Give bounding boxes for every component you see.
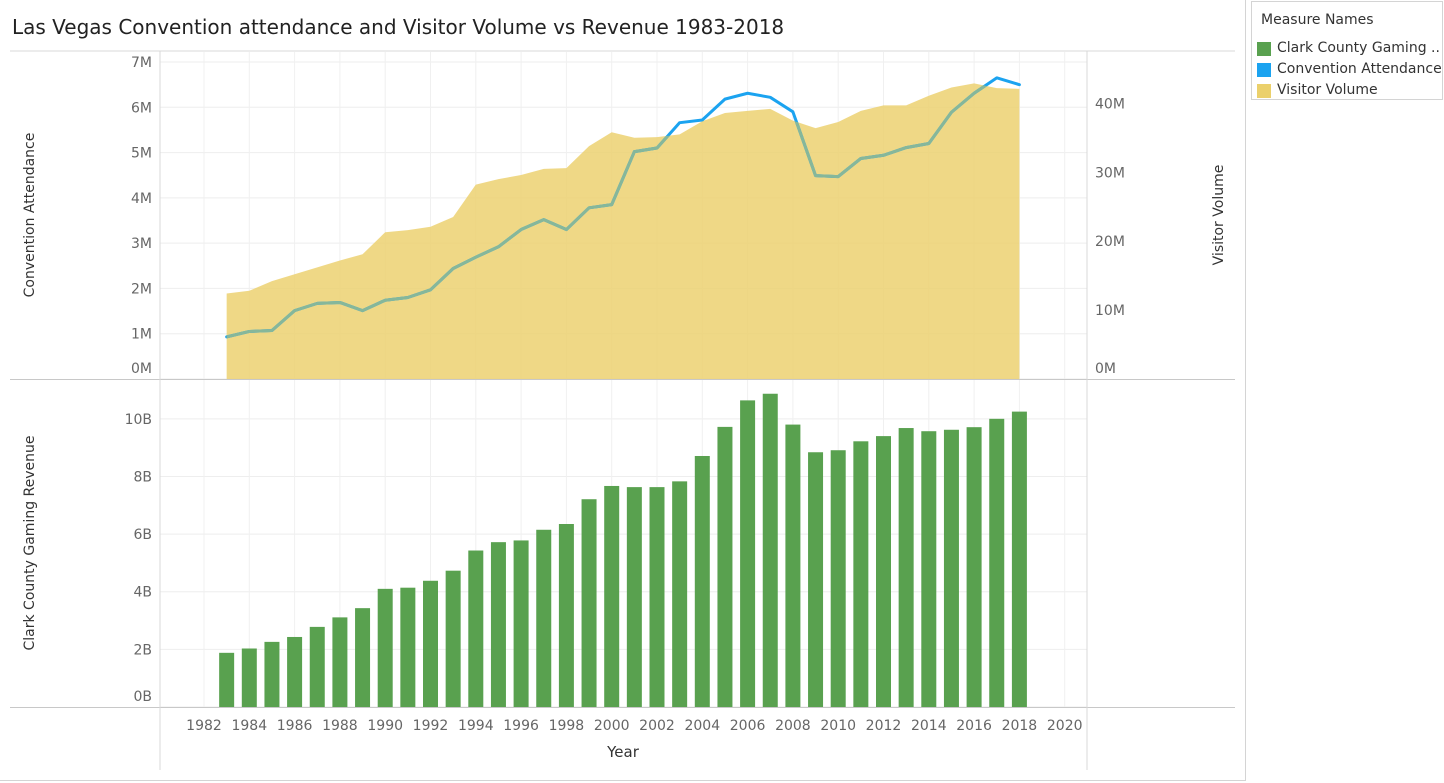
y-tick-label-left: 6M [131,100,152,116]
y-tick-label-left: 7M [131,55,152,71]
y-tick-label-revenue: 4B [133,585,152,601]
revenue-bar [445,570,461,707]
x-tick-label: 1986 [277,718,313,734]
revenue-bar [694,455,710,707]
y-tick-label-left: 4M [131,191,152,207]
y-tick-label-right: 10M [1095,303,1125,319]
legend-item-gaming-revenue[interactable]: Clark County Gaming .. [1257,40,1442,58]
x-tick-label: 2006 [730,718,766,734]
x-tick-label: 2018 [1002,718,1038,734]
x-tick-label: 1998 [549,718,585,734]
visitor-volume-area [226,83,1020,380]
legend-item-visitor-volume[interactable]: Visitor Volume [1257,82,1442,100]
y-tick-label-right: 30M [1095,165,1125,181]
y-tick-label-right: 40M [1095,96,1125,112]
legend-swatch [1257,84,1271,98]
revenue-bar [377,588,393,707]
revenue-bar [468,550,484,707]
revenue-bar [830,450,846,707]
convention-attendance-line-over-area [226,83,1020,339]
worksheet-frame [0,0,1246,781]
revenue-bar [309,626,325,707]
x-tick-label: 1996 [503,718,539,734]
chart-canvas: 0M 1M 2M 3M 4M 5M 6M 7M 0M 10M 20M 30M 40M 0B 2B 4B 6B 8B… [10,50,1235,770]
revenue-bar [808,452,824,707]
revenue-bar [649,487,665,707]
y-tick-label-revenue: 8B [133,469,152,485]
legend-item-label: Visitor Volume [1277,82,1378,98]
y-tick-label-right: 20M [1095,234,1125,250]
x-tick-label: 2020 [1047,718,1083,734]
revenue-bar [558,524,574,707]
revenue-bar [400,587,416,707]
revenue-bar [241,648,257,707]
y-tick-label-revenue: 6B [133,527,152,543]
revenue-bar [740,400,756,707]
x-tick-label: 2008 [775,718,811,734]
revenue-bar [287,636,303,707]
page-title: Las Vegas Convention attendance and Visi… [12,15,785,39]
revenue-bar [626,487,642,707]
legend-item-convention-attendance[interactable]: Convention Attendance [1257,61,1442,79]
revenue-bar [762,393,778,707]
x-tick-label: 2016 [956,718,992,734]
y-tick-label-left: 2M [131,281,152,297]
revenue-bar [219,652,235,707]
y-tick-label-left: 1M [131,327,152,343]
revenue-bar [785,424,801,707]
revenue-bar [536,529,552,707]
x-tick-label: 2010 [820,718,856,734]
revenue-bar [513,540,529,707]
revenue-bar [490,542,506,707]
revenue-bar [989,418,1005,707]
revenue-bar [355,608,371,707]
legend-swatch [1257,42,1271,56]
revenue-bar [966,427,982,707]
legend-item-label: Convention Attendance [1277,61,1442,77]
revenue-bar [604,485,620,707]
revenue-bar [1011,411,1027,707]
x-tick-label: 2004 [684,718,720,734]
x-tick-label: 1994 [458,718,494,734]
y-axis-title-revenue: Clark County Gaming Revenue [22,435,38,650]
revenue-bar [853,441,869,707]
y-tick-label-left: 3M [131,236,152,252]
revenue-bar [672,481,688,707]
y-tick-label-left: 0M [131,361,152,377]
revenue-bar [943,429,959,707]
x-tick-label: 1988 [322,718,358,734]
x-tick-label: 2014 [911,718,947,734]
legend-title: Measure Names [1261,12,1374,28]
revenue-bar [876,436,891,707]
x-tick-label: 2000 [594,718,630,734]
x-tick-label: 1990 [367,718,403,734]
revenue-bar [264,641,280,707]
revenue-bar [423,580,438,707]
revenue-bar [581,499,597,707]
x-tick-label: 2012 [866,718,902,734]
revenue-bar [921,431,937,707]
y-axis-title-left: Convention Attendance [22,133,38,298]
x-axis-title: Year [606,743,640,761]
revenue-bar [717,426,733,707]
y-tick-label-left: 5M [131,146,152,162]
y-axis-title-right: Visitor Volume [1211,165,1227,266]
x-tick-label: 1992 [413,718,449,734]
y-tick-label-revenue: 10B [125,412,152,428]
y-tick-label-right: 0M [1095,361,1116,377]
revenue-bar [898,428,914,707]
revenue-bar [332,617,348,707]
x-tick-label: 1984 [231,718,267,734]
legend-item-label: Clark County Gaming .. [1277,40,1440,56]
y-tick-label-revenue: 0B [133,689,152,705]
x-tick-label: 2002 [639,718,675,734]
y-tick-label-revenue: 2B [133,642,152,658]
x-tick-label: 1982 [186,718,222,734]
legend[interactable]: Measure Names Clark County Gaming .. Con… [1251,1,1443,100]
legend-swatch [1257,63,1271,77]
